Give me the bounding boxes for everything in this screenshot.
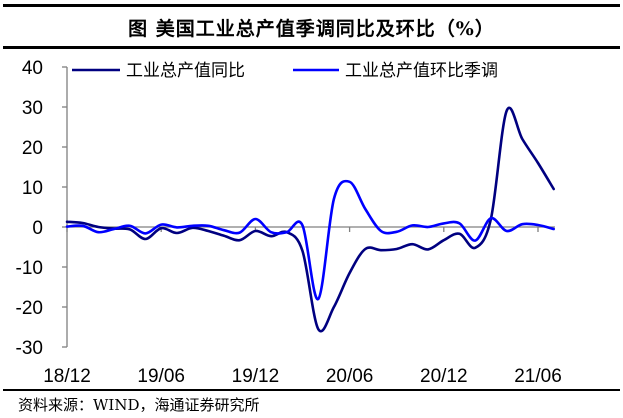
x-tick-label: 19/06 bbox=[137, 366, 185, 387]
x-tick-label: 19/12 bbox=[232, 366, 280, 387]
top-rule bbox=[3, 4, 620, 7]
source-note: 资料来源：WIND，海通证券研究所 bbox=[18, 396, 260, 414]
y-axis: 40 30 20 10 0 -10 -20 -30 bbox=[16, 58, 68, 359]
x-tick-label: 20/06 bbox=[326, 366, 374, 387]
y-tick-label: 0 bbox=[32, 218, 43, 239]
x-tick-label: 21/06 bbox=[514, 366, 562, 387]
y-tick-label: -20 bbox=[16, 298, 43, 319]
y-tick-label: 20 bbox=[22, 138, 43, 159]
legend: 工业总产值同比 工业总产值环比季调 bbox=[72, 61, 498, 81]
y-tick-label: 30 bbox=[22, 98, 43, 119]
series-lines bbox=[65, 106, 555, 333]
x-tick-label: 18/12 bbox=[43, 366, 91, 387]
title-rule bbox=[3, 46, 620, 49]
y-tick-label: -30 bbox=[16, 338, 43, 359]
y-tick-label: 40 bbox=[22, 58, 43, 79]
series-yoy-line bbox=[65, 106, 555, 333]
series-mom-line bbox=[65, 179, 555, 301]
y-tick-label: -10 bbox=[16, 258, 43, 279]
y-tick-label: 10 bbox=[22, 178, 43, 199]
bottom-rule bbox=[3, 389, 620, 391]
x-axis: 18/12 19/06 19/12 20/06 20/12 21/06 bbox=[43, 226, 562, 387]
x-tick-label: 20/12 bbox=[420, 366, 468, 387]
chart-title: 图 美国工业总产值季调同比及环比（%） bbox=[128, 18, 495, 40]
legend-label: 工业总产值同比 bbox=[126, 61, 245, 81]
legend-label: 工业总产值环比季调 bbox=[345, 61, 498, 81]
